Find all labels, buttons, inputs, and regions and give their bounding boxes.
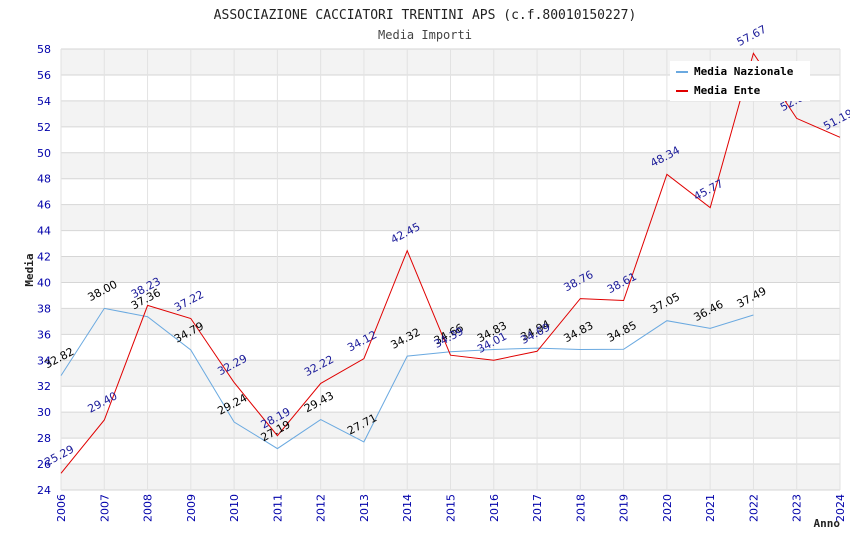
- legend-box: [670, 61, 810, 101]
- x-tick-label: 2015: [445, 494, 458, 522]
- x-tick-label: 2007: [98, 494, 111, 522]
- chart-subtitle: Media Importi: [378, 28, 472, 42]
- x-tick-label: 2014: [401, 494, 414, 522]
- x-tick-label: 2010: [228, 494, 241, 522]
- legend-label-media-ente: Media Ente: [694, 84, 761, 97]
- chart-title: ASSOCIAZIONE CACCIATORI TRENTINI APS (c.…: [214, 8, 637, 23]
- y-tick-label: 50: [37, 147, 51, 160]
- y-tick-label: 42: [37, 251, 51, 264]
- series-line-media-ente: [60, 52, 841, 474]
- y-tick-label: 38: [37, 302, 51, 315]
- y-axis-label: Media: [23, 253, 36, 286]
- x-tick-label: 2012: [315, 494, 328, 522]
- x-tick-label: 2017: [531, 494, 544, 522]
- x-tick-label: 2024: [834, 494, 847, 522]
- y-tick-label: 48: [37, 173, 51, 186]
- grid-lines: [60, 48, 841, 491]
- y-tick-label: 40: [37, 276, 51, 289]
- x-axis-ticks: 2006 2007 2008 2009 2010 2011 2012 2013 2014 2015…: [55, 494, 847, 522]
- data-label-ente: 45.77: [692, 177, 726, 203]
- x-axis-label: Anno: [814, 517, 841, 530]
- series-lines: [60, 52, 841, 474]
- y-tick-label: 28: [37, 432, 51, 445]
- x-tick-label: 2023: [791, 494, 804, 522]
- data-label-nazionale: 29.43: [302, 389, 336, 415]
- y-tick-label: 56: [37, 69, 51, 82]
- y-tick-label: 54: [37, 95, 51, 108]
- y-tick-label: 26: [37, 458, 51, 471]
- x-tick-label: 2008: [142, 494, 155, 522]
- x-tick-label: 2016: [488, 494, 501, 522]
- data-label-nazionale: 37.49: [735, 284, 769, 310]
- y-axis-ticks: 24 26 28 30 32 34 36 38 40 42 44 46 48 50 52 54 56 58: [37, 43, 51, 497]
- data-label-ente: 57.67: [735, 23, 769, 49]
- x-tick-label: 2006: [55, 494, 68, 522]
- y-tick-label: 44: [37, 225, 51, 238]
- y-tick-label: 58: [37, 43, 51, 56]
- y-tick-label: 30: [37, 406, 51, 419]
- x-tick-label: 2018: [574, 494, 587, 522]
- y-tick-label: 34: [37, 354, 51, 367]
- y-tick-label: 36: [37, 328, 51, 341]
- y-tick-label: 32: [37, 380, 51, 393]
- x-tick-label: 2009: [185, 494, 198, 522]
- y-tick-label: 52: [37, 121, 51, 134]
- series-line-media-nazionale: [60, 307, 754, 450]
- x-tick-label: 2011: [271, 494, 284, 522]
- legend-label-media-nazionale: Media Nazionale: [694, 65, 794, 78]
- x-tick-label: 2020: [661, 494, 674, 522]
- y-tick-label: 24: [37, 484, 51, 497]
- x-tick-label: 2022: [747, 494, 760, 522]
- x-tick-label: 2019: [618, 494, 631, 522]
- legend: Media Nazionale Media Ente: [670, 61, 810, 101]
- y-tick-label: 46: [37, 199, 51, 212]
- x-tick-label: 2021: [704, 494, 717, 522]
- x-tick-label: 2013: [358, 494, 371, 522]
